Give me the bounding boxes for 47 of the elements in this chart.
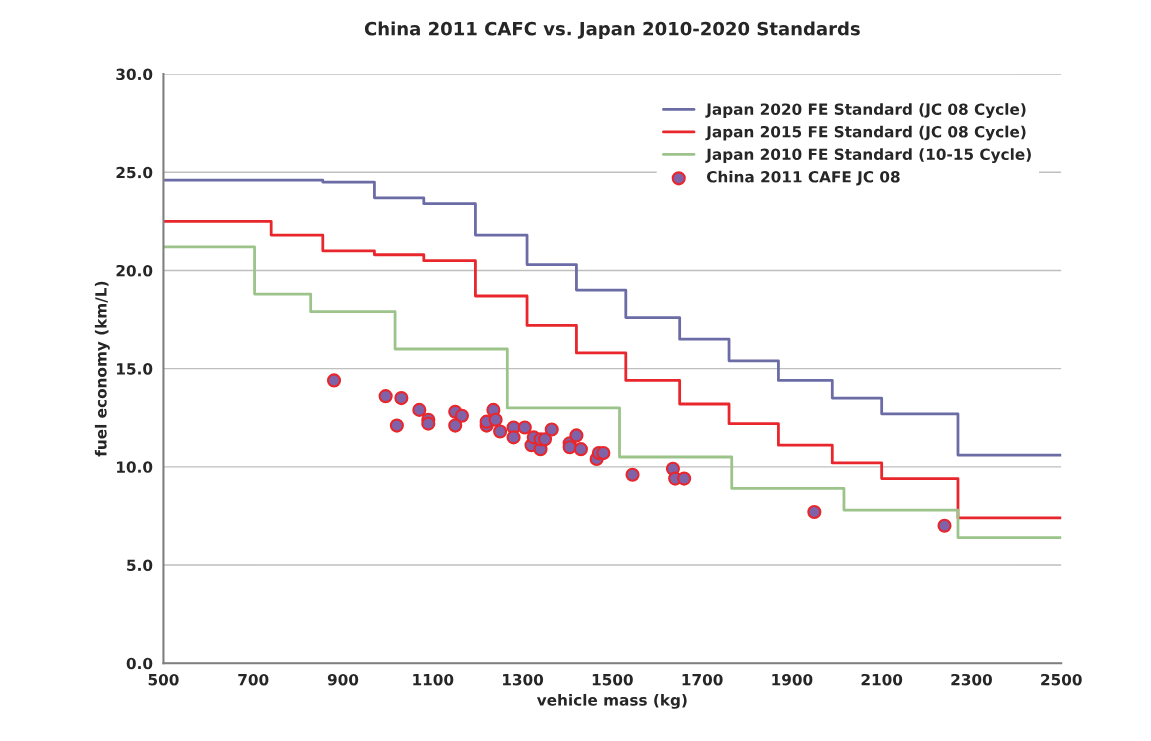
x-axis-title: vehicle mass (kg) [536, 693, 687, 709]
point [573, 442, 588, 457]
x-tick-label: 2100 [861, 673, 903, 686]
point [537, 432, 553, 447]
x-tick-label: 1700 [682, 673, 723, 686]
y-tick-label: 15.0 [117, 363, 153, 375]
legend-label: China 2011 CAFE JC 08 [706, 170, 900, 186]
point [488, 412, 503, 427]
x-tick-label: 900 [327, 673, 359, 686]
x-tick-label: 2300 [951, 673, 992, 686]
point [394, 391, 409, 406]
point [448, 418, 463, 433]
x-tick-label: 2500 [1041, 673, 1082, 686]
y-tick-label: 20.0 [116, 264, 153, 277]
y-tick-label: 5.0 [127, 559, 153, 572]
legend-label: Japan 2010 FE Standard (10-15 Cycle) [705, 148, 1031, 164]
point [378, 389, 393, 404]
point [937, 518, 952, 533]
point [544, 422, 559, 437]
x-tick-label: 1300 [503, 673, 544, 686]
point [412, 402, 427, 417]
x-tick-label: 1900 [772, 673, 813, 686]
x-tick-label: 700 [238, 673, 269, 686]
point [326, 373, 342, 388]
point [807, 504, 822, 520]
point [389, 418, 404, 433]
point [517, 420, 532, 435]
chart-title: China 2011 CAFC vs. Japan 2010-2020 Standards [364, 21, 860, 39]
point [506, 430, 521, 445]
point [625, 467, 640, 482]
x-tick-label: 1500 [592, 673, 633, 686]
point [454, 408, 470, 423]
point [569, 428, 584, 443]
point [562, 440, 577, 455]
point [421, 416, 436, 431]
legend-label: Japan 2020 FE Standard (JC 08 Cycle) [705, 103, 1026, 119]
y-tick-label: 0.0 [126, 657, 153, 670]
x-tick-label: 1100 [413, 673, 454, 686]
y-tick-label: 10.0 [117, 461, 153, 473]
legend-label: Japan 2015 FE Standard (JC 08 Cycle) [705, 125, 1026, 141]
y-tick-label: 30.0 [116, 68, 153, 81]
y-axis-title: fuel economy (km/L) [94, 281, 110, 457]
x-tick-label: 500 [148, 673, 179, 686]
y-tick-label: 25.0 [116, 166, 153, 179]
point [493, 424, 508, 439]
point [677, 471, 692, 486]
point [596, 446, 611, 461]
